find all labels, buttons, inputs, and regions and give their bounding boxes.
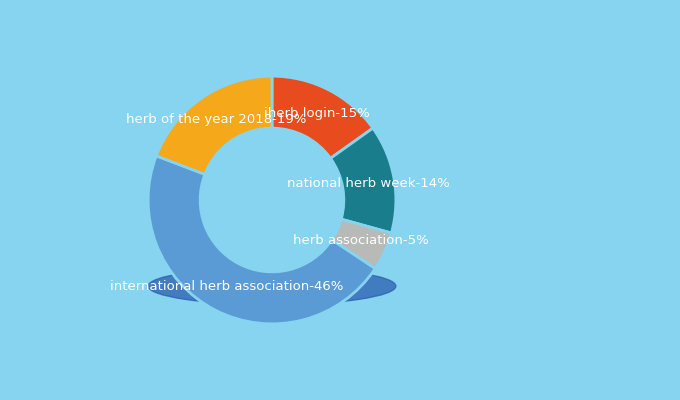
Text: iherb login-15%: iherb login-15% [264, 106, 370, 120]
Wedge shape [156, 76, 272, 174]
Text: herb association-5%: herb association-5% [293, 234, 429, 247]
Wedge shape [330, 128, 396, 233]
Circle shape [200, 128, 344, 272]
Text: international herb association-46%: international herb association-46% [110, 280, 344, 294]
Wedge shape [148, 156, 375, 324]
Wedge shape [272, 76, 373, 158]
Text: herb of the year 2018-19%: herb of the year 2018-19% [126, 113, 307, 126]
Ellipse shape [148, 268, 396, 305]
Wedge shape [332, 219, 392, 269]
Text: national herb week-14%: national herb week-14% [287, 176, 449, 190]
